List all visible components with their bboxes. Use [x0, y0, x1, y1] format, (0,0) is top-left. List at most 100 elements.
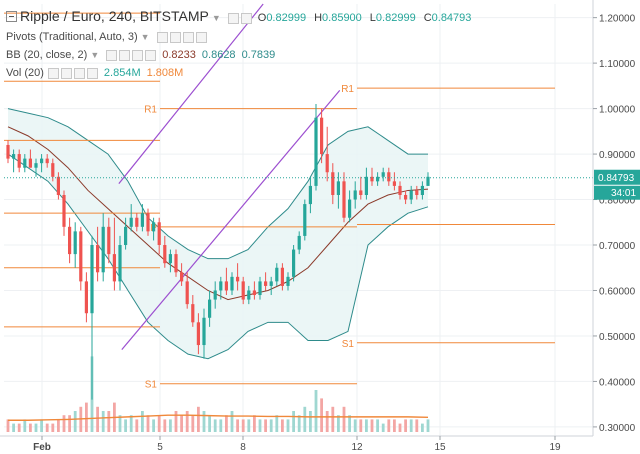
countdown-text: 34:01: [611, 188, 636, 199]
volume-bar: [180, 415, 183, 432]
settings-icon[interactable]: [60, 67, 72, 79]
y-tick-label: 0.50000: [599, 332, 636, 343]
candle-body: [23, 158, 27, 168]
eye-icon[interactable]: [227, 12, 239, 24]
settings-icon[interactable]: [119, 49, 131, 61]
volume-bar: [129, 415, 133, 432]
volume-bar: [309, 411, 312, 432]
candle-body: [17, 154, 21, 168]
candle-body: [325, 154, 329, 173]
close-label: C: [423, 12, 432, 24]
volume-bar: [320, 398, 323, 432]
volume-bar: [409, 419, 413, 432]
trend-channel-line[interactable]: [121, 90, 341, 350]
y-tick-label: 0.60000: [599, 286, 636, 297]
eye-icon[interactable]: [106, 49, 118, 61]
settings-icon[interactable]: [240, 12, 252, 24]
candle-body: [236, 276, 240, 282]
volume-bar: [191, 415, 195, 432]
volume-ma-line: [8, 414, 429, 421]
volume-bar: [292, 411, 295, 432]
bb-label[interactable]: BB (20, close, 2): [6, 49, 88, 61]
volume-bar: [163, 419, 167, 432]
countdown-badge: [594, 185, 640, 200]
volume-bar: [124, 419, 127, 432]
volume-bar: [17, 423, 21, 432]
candle-body: [56, 176, 60, 195]
add-icon[interactable]: [132, 49, 144, 61]
candle-body: [96, 245, 100, 273]
candle-body: [280, 267, 284, 286]
eye-icon[interactable]: [47, 67, 59, 79]
candle-body: [202, 317, 206, 346]
candle-body: [152, 222, 156, 232]
volume-bar: [404, 419, 407, 432]
eye-icon[interactable]: [156, 31, 168, 43]
volume-bar: [359, 419, 363, 432]
add-icon[interactable]: [73, 67, 85, 79]
volume-bar: [23, 419, 27, 432]
candle-body: [252, 290, 256, 296]
candle-body: [269, 281, 273, 286]
open-label: O: [257, 12, 267, 24]
settings-icon[interactable]: [169, 31, 181, 43]
close-icon[interactable]: [145, 49, 157, 61]
bb-buttons: [106, 47, 158, 63]
volume-bar: [415, 419, 419, 432]
chevron-down-icon[interactable]: ▼: [140, 32, 150, 42]
candle-body: [68, 226, 72, 255]
y-tick-label: 0.30000: [599, 423, 636, 434]
pivots-label[interactable]: Pivots (Traditional, Auto, 3): [6, 31, 138, 43]
candle-body: [40, 158, 44, 164]
bb-lower-line: [7, 153, 429, 360]
candle-body: [336, 181, 340, 195]
candle-body: [415, 190, 419, 195]
candle-body: [73, 231, 77, 255]
pivot-label: R1: [341, 84, 354, 95]
candle-body: [376, 176, 380, 182]
volume-bar: [398, 423, 402, 432]
candle-body: [135, 217, 139, 227]
symbol-title[interactable]: Ripple / Euro, 240, BITSTAMP: [20, 8, 209, 24]
candle-body: [404, 194, 408, 200]
candle-body: [364, 176, 368, 195]
last-price-badge: [594, 169, 640, 185]
ohlc-values: O0.82999 H0.85900 L0.82999 C0.84793: [258, 12, 480, 24]
volume-bar: [62, 415, 66, 432]
candle-body: [6, 144, 10, 159]
candle-body: [348, 199, 352, 218]
collapse-icon[interactable]: [6, 11, 17, 22]
chevron-down-icon[interactable]: ▼: [90, 50, 100, 60]
candle-body: [320, 117, 324, 155]
candle-body: [292, 249, 296, 277]
candle-body: [353, 190, 357, 200]
candle-body: [342, 181, 346, 218]
x-tick-label: 5: [157, 442, 163, 453]
close-icon[interactable]: [86, 67, 98, 79]
volume-bar: [342, 406, 346, 432]
low-label: L: [369, 12, 376, 24]
volume-bar: [314, 390, 318, 432]
candle-body: [124, 226, 128, 246]
volume-bar: [376, 419, 379, 432]
price-scale-bg: [593, 0, 640, 454]
volume-bar: [286, 419, 290, 432]
chevron-down-icon[interactable]: ▼: [211, 13, 221, 23]
candle-body: [79, 231, 83, 282]
y-tick-label: 0.80000: [599, 196, 636, 207]
volume-bar: [40, 419, 43, 432]
trend-channel-line[interactable]: [118, 3, 264, 184]
volume-bar: [381, 423, 385, 432]
volume-bar: [426, 419, 430, 432]
candle-body: [157, 222, 161, 246]
volume-bar: [141, 411, 144, 432]
candle-body: [308, 185, 312, 205]
add-icon[interactable]: [182, 31, 194, 43]
close-icon[interactable]: [195, 31, 207, 43]
candle-body: [303, 204, 307, 236]
candle-body: [107, 226, 111, 255]
volume-label[interactable]: Vol (20): [6, 67, 44, 79]
candle-body: [392, 181, 396, 186]
volume-bar: [152, 419, 155, 432]
